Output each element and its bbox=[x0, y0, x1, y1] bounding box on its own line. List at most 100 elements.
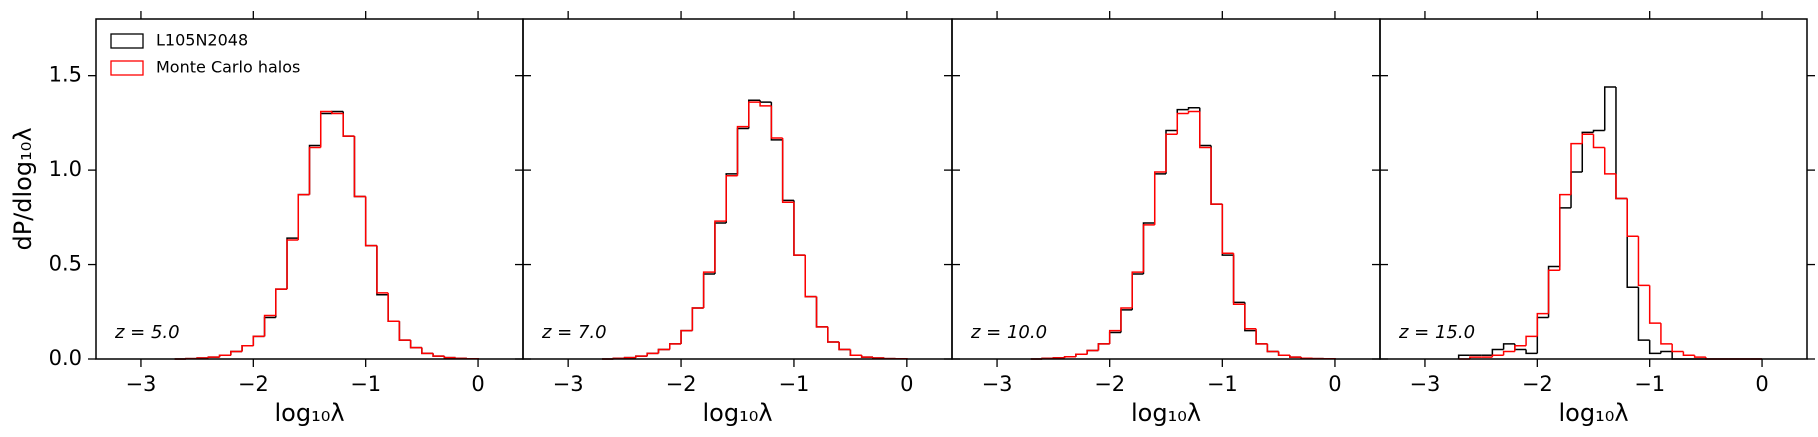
histogram-step bbox=[252, 335, 265, 346]
histogram-step bbox=[1153, 171, 1166, 225]
histogram-step bbox=[680, 329, 693, 344]
histogram-step bbox=[1570, 171, 1583, 208]
histogram-step bbox=[297, 193, 310, 239]
histogram-step bbox=[376, 245, 389, 294]
histogram-step bbox=[849, 349, 862, 356]
histogram-step bbox=[1592, 129, 1605, 133]
x-axis-label: log₁₀λ bbox=[1131, 399, 1201, 427]
histogram-step bbox=[793, 202, 806, 256]
histogram-step bbox=[1221, 204, 1234, 256]
histogram-step bbox=[1108, 329, 1121, 344]
histogram-step bbox=[748, 101, 761, 127]
histogram-step bbox=[827, 326, 840, 343]
histogram-step bbox=[286, 239, 299, 290]
histogram-step bbox=[1142, 222, 1155, 274]
histogram-step bbox=[364, 196, 377, 247]
histogram-step bbox=[827, 326, 840, 343]
annotation: z = 15.0 bbox=[1398, 322, 1475, 343]
histogram-step bbox=[1514, 343, 1527, 351]
histogram-step bbox=[804, 255, 817, 298]
legend-label: Monte Carlo halos bbox=[156, 58, 300, 77]
histogram-step bbox=[1086, 349, 1099, 355]
histogram-step bbox=[263, 314, 276, 337]
histogram-step bbox=[308, 144, 321, 195]
x-tick-label: −3 bbox=[982, 372, 1013, 396]
histogram-step bbox=[1052, 357, 1065, 359]
histogram-step bbox=[319, 110, 332, 148]
histogram-step bbox=[748, 99, 761, 129]
axes-frame bbox=[951, 18, 1381, 360]
x-tick-label: −3 bbox=[553, 372, 584, 396]
y-tick-label: 0.0 bbox=[49, 346, 82, 370]
histogram-step bbox=[1120, 307, 1133, 331]
histogram-step bbox=[421, 347, 434, 355]
histogram-step bbox=[1187, 110, 1200, 114]
histogram-step bbox=[1615, 87, 1628, 200]
x-tick-label: 0 bbox=[1328, 372, 1341, 396]
histogram-step bbox=[1289, 355, 1302, 358]
histogram-step bbox=[770, 102, 783, 141]
histogram-step bbox=[770, 105, 783, 139]
histogram-step bbox=[691, 307, 704, 331]
histogram-step bbox=[1153, 173, 1166, 223]
histogram-step bbox=[1266, 343, 1279, 353]
axes-frame bbox=[522, 18, 953, 360]
histogram-step bbox=[1671, 343, 1684, 353]
histogram-step bbox=[623, 356, 636, 359]
histogram-step bbox=[1581, 131, 1594, 172]
x-tick-label: −2 bbox=[666, 372, 697, 396]
histogram-step bbox=[275, 288, 288, 318]
histogram-step bbox=[1221, 204, 1234, 254]
histogram-step bbox=[1648, 285, 1661, 324]
histogram-step bbox=[725, 173, 738, 223]
histogram-step bbox=[387, 292, 400, 322]
annotation: z = 7.0 bbox=[541, 322, 607, 343]
histogram-step bbox=[275, 288, 288, 316]
histogram-step bbox=[849, 349, 862, 356]
histogram-step bbox=[1502, 343, 1515, 350]
histogram-step bbox=[1491, 354, 1504, 358]
histogram-step bbox=[714, 222, 727, 274]
histogram-step bbox=[1671, 351, 1684, 360]
histogram-step bbox=[1075, 353, 1088, 357]
y-axis-label: dP/dlog₁₀λ bbox=[9, 127, 37, 250]
histogram-step bbox=[1266, 343, 1279, 353]
histogram-step bbox=[838, 342, 851, 351]
histogram-step bbox=[1232, 255, 1245, 304]
histogram-step bbox=[725, 175, 738, 222]
histogram-step bbox=[1199, 111, 1212, 149]
histogram-step bbox=[1536, 312, 1549, 337]
histogram-step bbox=[702, 273, 715, 308]
histogram-step bbox=[781, 139, 794, 202]
x-tick-label: −2 bbox=[1522, 372, 1553, 396]
legend-label: L105N2048 bbox=[156, 31, 248, 50]
histogram-step bbox=[669, 343, 682, 350]
histogram-step bbox=[252, 335, 265, 346]
histogram-step bbox=[1536, 316, 1549, 354]
histogram-step bbox=[1514, 345, 1527, 352]
histogram-step bbox=[1255, 328, 1268, 345]
annotation: z = 10.0 bbox=[970, 322, 1047, 343]
histogram-step bbox=[319, 112, 332, 146]
histogram-step bbox=[1615, 173, 1628, 200]
histogram-step bbox=[815, 296, 828, 328]
histogram-step bbox=[872, 357, 885, 359]
histogram-step bbox=[218, 354, 231, 358]
histogram-step bbox=[1660, 323, 1673, 345]
x-tick-label: −3 bbox=[125, 372, 156, 396]
histogram-step bbox=[241, 345, 254, 352]
histogram-step bbox=[1525, 335, 1538, 346]
histogram-step bbox=[1131, 273, 1144, 310]
histogram-step bbox=[432, 353, 445, 357]
histogram-step bbox=[1210, 145, 1223, 205]
histogram-step bbox=[1176, 112, 1189, 135]
x-axis-label: log₁₀λ bbox=[1558, 399, 1628, 427]
x-tick-label: −3 bbox=[1409, 372, 1440, 396]
histogram-step bbox=[409, 340, 422, 349]
histogram-step bbox=[1603, 147, 1616, 175]
histogram-step bbox=[714, 220, 727, 273]
histogram-step bbox=[1210, 147, 1223, 205]
histogram-step bbox=[297, 193, 310, 240]
histogram-step bbox=[331, 111, 344, 115]
histogram-step bbox=[1637, 287, 1650, 341]
